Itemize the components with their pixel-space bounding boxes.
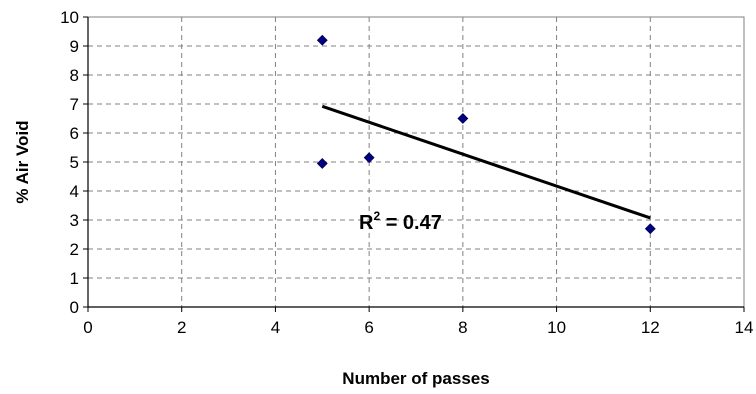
data-point-marker [316, 34, 328, 46]
x-tick-label: 8 [458, 318, 467, 337]
data-point-marker [363, 152, 375, 164]
data-point-marker [644, 223, 656, 235]
x-tick-labels: 0 2 4 6 8 10 12 14 [83, 318, 753, 337]
r-squared-superscript: 2 [373, 209, 380, 223]
y-tick-label: 7 [70, 95, 79, 114]
r-squared-annotation: R2 = 0.47 [359, 209, 442, 234]
y-tick-label: 5 [70, 153, 79, 172]
x-tick-label: 4 [271, 318, 280, 337]
trendline [321, 104, 651, 220]
x-axis-title: Number of passes [342, 369, 489, 388]
y-tick-label: 10 [60, 8, 79, 27]
x-tick-label: 0 [83, 318, 92, 337]
data-point-marker [457, 113, 469, 124]
y-tick-labels: 0 1 2 3 4 5 6 7 8 9 10 [60, 8, 79, 317]
y-tick-label: 9 [70, 37, 79, 56]
y-tick-label: 2 [70, 240, 79, 259]
y-tick-label: 0 [70, 298, 79, 317]
y-tick-label: 4 [70, 182, 79, 201]
data-points [316, 34, 656, 235]
x-tick-label: 12 [641, 318, 660, 337]
y-tick-label: 6 [70, 124, 79, 143]
x-tick-label: 2 [177, 318, 186, 337]
y-tick-label: 3 [70, 211, 79, 230]
data-point-marker [316, 158, 328, 169]
x-tick-label: 6 [364, 318, 373, 337]
axes [83, 16, 745, 312]
y-axis-title: % Air Void [13, 120, 32, 203]
y-tick-label: 1 [70, 269, 79, 288]
x-tick-label: 14 [735, 318, 754, 337]
y-tick-label: 8 [70, 66, 79, 85]
x-tick-label: 10 [547, 318, 566, 337]
r-squared-value: = 0.47 [380, 212, 442, 234]
r-squared-prefix: R [359, 212, 374, 234]
grid-lines [87, 16, 745, 308]
